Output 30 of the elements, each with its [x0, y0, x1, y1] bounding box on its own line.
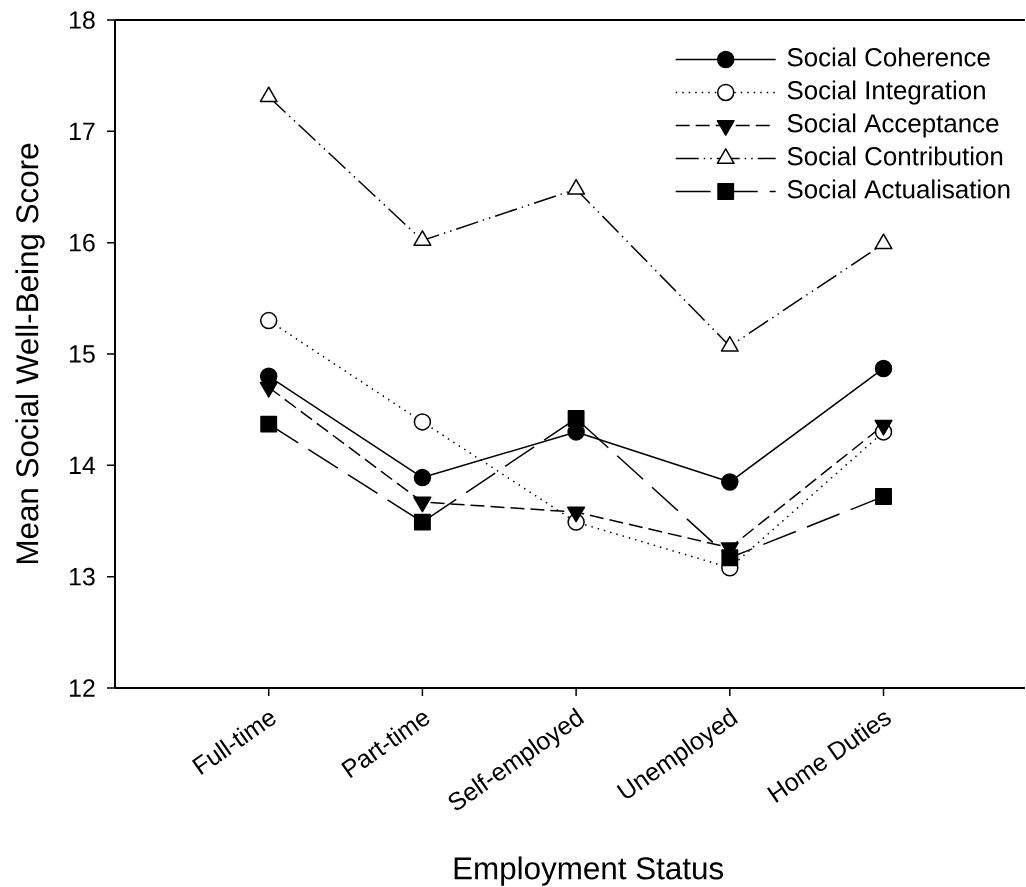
- point: [875, 488, 892, 505]
- point: [567, 410, 585, 428]
- x-axis-title: Employment Status: [454, 856, 724, 886]
- y-tick-label: 15: [69, 345, 95, 363]
- point: [720, 335, 739, 352]
- point: [260, 415, 278, 433]
- y-tick-label: 16: [69, 233, 95, 252]
- legend-label: Social Coherence: [787, 47, 990, 67]
- point: [259, 311, 278, 330]
- point: [874, 359, 893, 378]
- legend-label: Social Integration: [787, 80, 985, 105]
- point: [874, 233, 893, 250]
- point: [721, 473, 739, 491]
- y-tick-label: 18: [69, 11, 95, 29]
- y-tick-label: 12: [69, 679, 95, 697]
- point: [259, 86, 278, 103]
- point: [413, 413, 432, 431]
- legend-label: Social Actualisation: [787, 179, 1010, 199]
- point: [567, 506, 586, 523]
- y-tick-label: 14: [69, 456, 96, 474]
- y-tick-label: 13: [69, 567, 95, 586]
- y-axis-title: Mean Social Well-Being Score: [15, 143, 45, 564]
- point: [413, 513, 431, 531]
- point: [413, 468, 432, 487]
- point: [567, 178, 586, 195]
- y-tick-label: 17: [69, 122, 95, 140]
- point: [413, 230, 432, 246]
- legend-label: Social Acceptance: [787, 113, 999, 138]
- point: [721, 549, 739, 567]
- legend-label: Social Contribution: [787, 146, 1003, 166]
